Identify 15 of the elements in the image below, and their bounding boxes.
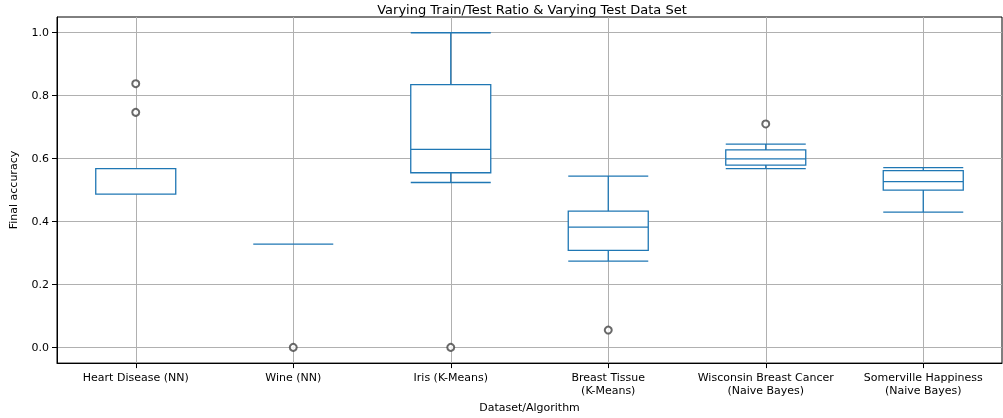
x-tick-label: Breast Tissue (K-Means) [571, 371, 646, 398]
y-tick-label: 0.0 [31, 340, 49, 354]
x-tick-label: Iris (K-Means) [413, 371, 488, 385]
y-tick-label: 0.6 [31, 152, 49, 166]
x-tick-label: Wine (NN) [265, 371, 322, 385]
x-axis-title: Dataset/Algorithm [479, 401, 580, 414]
y-tick-label: 0.2 [31, 277, 49, 291]
x-tick-label: Heart Disease (NN) [82, 371, 189, 385]
chart-title: Varying Train/Test Ratio & Varying Test Data Set [377, 2, 687, 17]
y-tick-label: 1.0 [31, 26, 49, 40]
y-tick-label: 0.4 [31, 215, 49, 229]
y-tick-label: 0.8 [31, 89, 49, 103]
x-tick-label: Somerville Happiness (Naive Bayes) [863, 371, 983, 398]
y-axis-title: Final accuracy [7, 150, 20, 230]
x-tick-label: Wisconsin Breast Cancer (Naive Bayes) [697, 371, 835, 398]
